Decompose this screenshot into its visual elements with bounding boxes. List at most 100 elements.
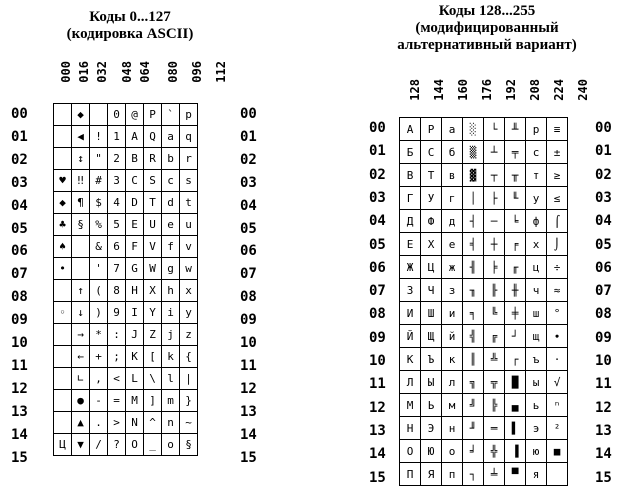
row-label: 14 bbox=[369, 446, 386, 463]
row-label: 03 bbox=[595, 189, 612, 206]
code-cell: 9 bbox=[107, 301, 126, 324]
code-cell: а bbox=[441, 117, 463, 141]
code-cell: ↕ bbox=[71, 147, 90, 170]
row-label: 15 bbox=[240, 449, 257, 466]
code-cell: % bbox=[89, 213, 108, 236]
code-cell: ! bbox=[89, 125, 108, 148]
code-cell: $ bbox=[89, 191, 108, 214]
code-cell: / bbox=[89, 433, 108, 456]
code-cell: Д bbox=[399, 209, 421, 233]
code-cell: ' bbox=[89, 257, 108, 280]
code-cell: & bbox=[89, 235, 108, 258]
code-cell: f bbox=[161, 235, 180, 258]
code-cell: Щ bbox=[420, 324, 442, 348]
code-cell: ╤ bbox=[504, 140, 526, 164]
code-cell: ъ bbox=[525, 347, 547, 371]
code-cell: е bbox=[441, 232, 463, 256]
code-cell: Т bbox=[420, 163, 442, 187]
code-cell: ∙ bbox=[546, 324, 568, 348]
code-cell: └ bbox=[483, 117, 505, 141]
code-cell: ╩ bbox=[483, 347, 505, 371]
code-cell: л bbox=[441, 370, 463, 394]
code-cell: ⌡ bbox=[546, 232, 568, 256]
code-cell: ь bbox=[525, 393, 547, 417]
code-cell: h bbox=[161, 279, 180, 302]
row-label: 11 bbox=[11, 357, 28, 374]
row-label: 04 bbox=[240, 197, 257, 214]
code-cell: S bbox=[143, 169, 162, 192]
code-cell: V bbox=[143, 235, 162, 258]
code-cell: ≤ bbox=[546, 186, 568, 210]
code-cell: ш bbox=[525, 301, 547, 325]
code-cell: Н bbox=[399, 416, 421, 440]
code-cell: ╝ bbox=[462, 393, 484, 417]
code-cell: H bbox=[125, 279, 144, 302]
code-cell: М bbox=[399, 393, 421, 417]
code-cell: ◆ bbox=[53, 191, 72, 214]
row-label: 10 bbox=[595, 353, 612, 369]
row-label: 12 bbox=[595, 399, 612, 416]
table-row: ▲. > N ^ n ~ bbox=[53, 411, 198, 434]
code-cell: ╢ bbox=[462, 255, 484, 279]
code-cell: √ bbox=[546, 370, 568, 394]
code-cell: , bbox=[89, 367, 108, 390]
row-label: 13 bbox=[240, 403, 257, 420]
code-cell: ▼ bbox=[71, 433, 90, 456]
code-cell: 3 bbox=[107, 169, 126, 192]
code-cell bbox=[53, 411, 72, 434]
row-label: 10 bbox=[369, 353, 386, 369]
code-cell: ▒ bbox=[462, 140, 484, 164]
code-cell: т bbox=[525, 163, 547, 187]
code-cell: ч bbox=[525, 278, 547, 302]
code-cell: J bbox=[125, 323, 144, 346]
code-cell: ² bbox=[546, 416, 568, 440]
code-cell bbox=[546, 462, 568, 486]
code-cell: N bbox=[125, 411, 144, 434]
table-row: Ц ▼ /? O _ o § bbox=[53, 433, 198, 456]
code-cell: W bbox=[143, 257, 162, 280]
code-cell: ↓ bbox=[71, 301, 90, 324]
code-cell: С bbox=[420, 140, 442, 164]
code-cell: 5 bbox=[107, 213, 126, 236]
code-cell: З bbox=[399, 278, 421, 302]
code-cell: ← bbox=[71, 345, 90, 368]
code-cell: ╖ bbox=[462, 278, 484, 302]
row-label: 13 bbox=[11, 403, 28, 420]
code-cell: ) bbox=[89, 301, 108, 324]
code-cell: м bbox=[441, 393, 463, 417]
code-cell: ╕ bbox=[462, 301, 484, 325]
code-cell: ↑ bbox=[71, 279, 90, 302]
code-cell: ╗ bbox=[462, 370, 484, 394]
code-cell: x bbox=[179, 279, 198, 302]
row-label: 04 bbox=[369, 213, 386, 230]
code-cell: T bbox=[143, 191, 162, 214]
code-cell bbox=[53, 147, 72, 170]
code-cell: ◦ bbox=[53, 301, 72, 324]
code-cell: ╜ bbox=[462, 416, 484, 440]
code-cell: ─ bbox=[483, 209, 505, 233]
row-label: 05 bbox=[595, 236, 612, 253]
code-cell: Ь bbox=[420, 393, 442, 417]
code-cell: B bbox=[125, 147, 144, 170]
code-cell: ( bbox=[89, 279, 108, 302]
code-cell bbox=[53, 367, 72, 390]
code-cell: о bbox=[441, 439, 463, 463]
code-cell: ╦ bbox=[483, 370, 505, 394]
left-col-header: 096 bbox=[190, 61, 204, 83]
row-label: 02 bbox=[595, 166, 612, 183]
code-cell: O bbox=[125, 433, 144, 456]
code-cell: ≈ bbox=[546, 278, 568, 302]
code-cell: u bbox=[179, 213, 198, 236]
row-label: 02 bbox=[240, 151, 257, 168]
code-cell: Ш bbox=[420, 301, 442, 325]
code-cell: q bbox=[179, 125, 198, 148]
